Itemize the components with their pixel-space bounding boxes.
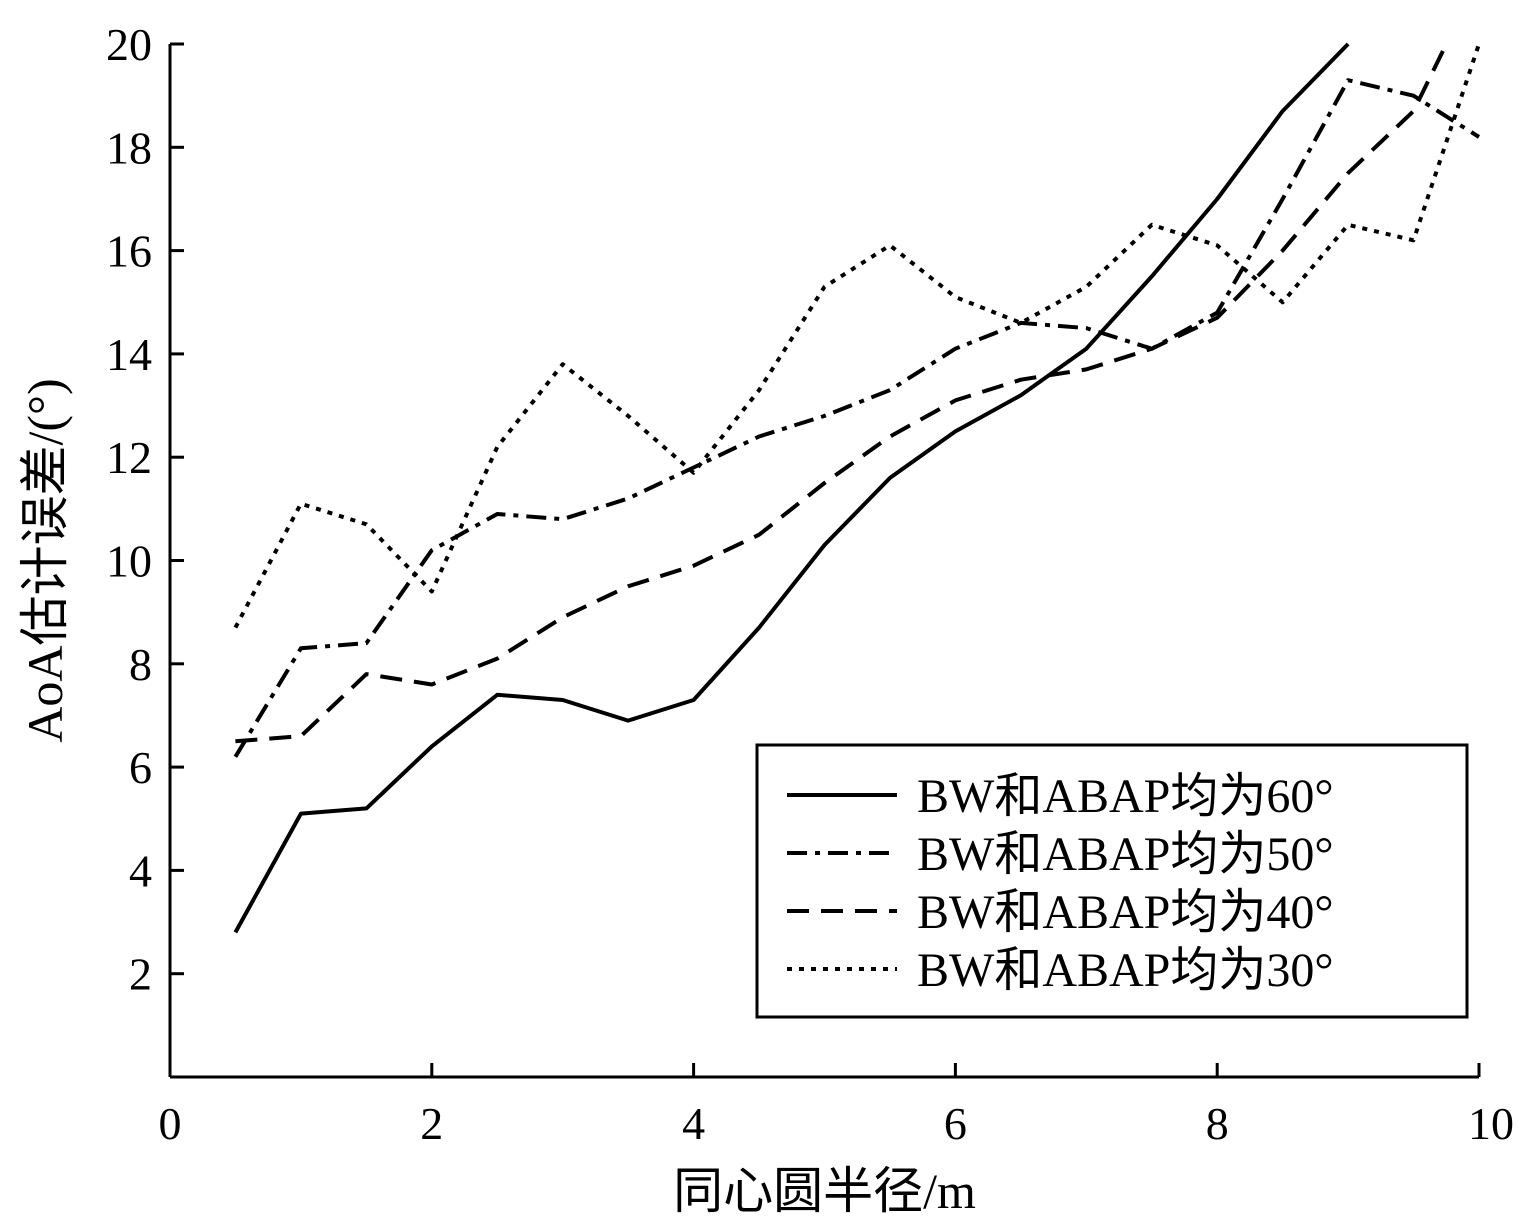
x-tick-label: 2 xyxy=(420,1098,443,1149)
series-line-3 xyxy=(235,43,1449,744)
series-line-4 xyxy=(233,43,1481,629)
y-tick-label: 6 xyxy=(129,742,152,793)
legend-label: BW和ABAP均为30° xyxy=(917,944,1334,997)
x-axis-label: 同心圆半径/m xyxy=(673,1163,976,1219)
series-layer xyxy=(233,42,1481,934)
y-tick-label: 4 xyxy=(129,845,152,896)
y-tick-label: 16 xyxy=(106,226,152,277)
legend: BW和ABAP均为60°BW和ABAP均为50°BW和ABAP均为40°BW和A… xyxy=(755,743,1469,1019)
x-tick-label: 10 xyxy=(1468,1098,1514,1149)
x-tick-label: 8 xyxy=(1206,1098,1229,1149)
x-tick-label: 6 xyxy=(944,1098,967,1149)
series-line-1 xyxy=(233,42,1350,934)
y-tick-label: 10 xyxy=(106,536,152,587)
x-tick-label: 0 xyxy=(159,1098,182,1149)
legend-box xyxy=(755,743,1469,1019)
series-line-2 xyxy=(233,78,1481,758)
y-tick-label: 14 xyxy=(106,329,152,380)
y-tick-label: 8 xyxy=(129,639,152,690)
y-tick-label: 20 xyxy=(106,19,152,70)
legend-label: BW和ABAP均为50° xyxy=(917,828,1334,881)
y-tick-label: 12 xyxy=(106,432,152,483)
legend-label: BW和ABAP均为40° xyxy=(917,886,1334,939)
axes: 0 2 4 6 8 10 2 4 6 8 10 12 14 16 18 20 xyxy=(106,19,1514,1149)
legend-label: BW和ABAP均为60° xyxy=(917,770,1334,823)
y-axis-label: AoA估计误差/(°) xyxy=(17,378,73,742)
y-tick-label: 18 xyxy=(106,122,152,173)
x-tick-label: 4 xyxy=(682,1098,705,1149)
y-tick-label: 2 xyxy=(129,949,152,1000)
